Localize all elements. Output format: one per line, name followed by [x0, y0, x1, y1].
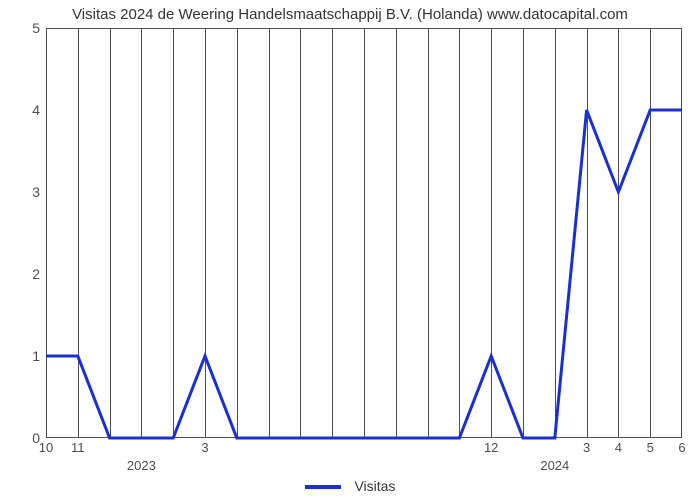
x-tick-label: 4 — [615, 440, 622, 455]
x-tick-label: 3 — [201, 440, 208, 455]
legend-swatch — [305, 485, 341, 489]
chart-title: Visitas 2024 de Weering Handelsmaatschap… — [0, 6, 700, 23]
x-tick-label: 5 — [647, 440, 654, 455]
y-tick-label: 4 — [10, 102, 40, 118]
y-tick-label: 5 — [10, 20, 40, 36]
x-tick-label: 11 — [71, 440, 85, 455]
x-group-label: 2024 — [540, 458, 569, 473]
series-line — [46, 28, 682, 438]
x-tick-label: 3 — [583, 440, 590, 455]
y-tick-label: 0 — [10, 430, 40, 446]
x-group-label: 2023 — [127, 458, 156, 473]
y-tick-label: 1 — [10, 348, 40, 364]
legend-label: Visitas — [354, 478, 395, 494]
x-tick-label: 12 — [484, 440, 498, 455]
x-tick-label: 10 — [39, 440, 53, 455]
legend: Visitas — [0, 478, 700, 494]
x-tick-label: 6 — [678, 440, 685, 455]
visitas-chart: Visitas 2024 de Weering Handelsmaatschap… — [0, 0, 700, 500]
y-tick-label: 2 — [10, 266, 40, 282]
y-tick-label: 3 — [10, 184, 40, 200]
